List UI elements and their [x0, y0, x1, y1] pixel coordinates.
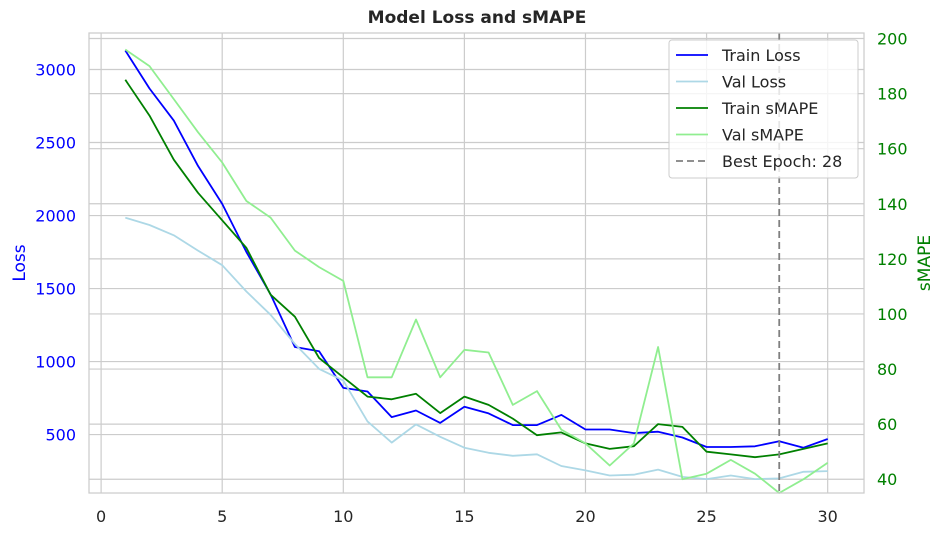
- left-y-tick-label: 2500: [35, 134, 76, 153]
- right-y-tick-label: 200: [877, 30, 908, 49]
- left-y-tick-label: 2000: [35, 207, 76, 226]
- legend-label: Train sMAPE: [721, 99, 818, 118]
- left-y-tick-label: 3000: [35, 61, 76, 80]
- legend: Train Loss Val Loss Train sMAPE Val sMAPE Be…: [668, 39, 859, 179]
- legend-label: Best Epoch: 28: [722, 152, 842, 171]
- right-y-tick-label: 100: [877, 305, 908, 324]
- series-line-train-smape: [124, 79, 828, 459]
- x-tick-label: 5: [217, 507, 227, 526]
- right-y-tick-label: 60: [877, 415, 897, 434]
- x-tick-label: 30: [817, 507, 837, 526]
- right-y-tick-label: 120: [877, 250, 908, 269]
- left-y-tick-label: 500: [45, 426, 76, 445]
- right-y-tick-label: 160: [877, 140, 908, 159]
- x-tick-label: 25: [696, 507, 716, 526]
- x-tick-label: 10: [333, 507, 353, 526]
- left-y-tick-label: 1000: [35, 353, 76, 372]
- right-y-tick-labels: 40 60 80 100 120 140 160 180 200: [877, 30, 908, 490]
- right-y-tick-label: 80: [877, 360, 897, 379]
- left-y-axis-label: Loss: [10, 244, 30, 281]
- legend-box: [668, 39, 859, 179]
- right-y-tick-label: 140: [877, 195, 908, 214]
- series-lines: [124, 48, 829, 494]
- left-y-tick-label: 1500: [35, 280, 76, 299]
- right-y-tick-label: 180: [877, 85, 908, 104]
- legend-label: Val Loss: [722, 73, 786, 92]
- x-tick-label: 0: [96, 507, 106, 526]
- x-tick-labels: 0 5 10 15 20 25 30: [96, 507, 838, 526]
- x-tick-label: 20: [575, 507, 595, 526]
- legend-label: Train Loss: [721, 46, 801, 65]
- x-tick-label: 15: [454, 507, 474, 526]
- left-y-tick-labels: 500 1000 1500 2000 2500 3000: [35, 61, 76, 445]
- right-y-axis-label: sMAPE: [915, 235, 935, 291]
- chart-title: Model Loss and sMAPE: [368, 8, 587, 28]
- legend-label: Val sMAPE: [722, 126, 804, 145]
- right-y-tick-label: 40: [877, 470, 897, 489]
- series-line-val-smape: [124, 48, 829, 494]
- plot-frame: [88, 32, 865, 494]
- series-line-val-loss: [125, 216, 828, 481]
